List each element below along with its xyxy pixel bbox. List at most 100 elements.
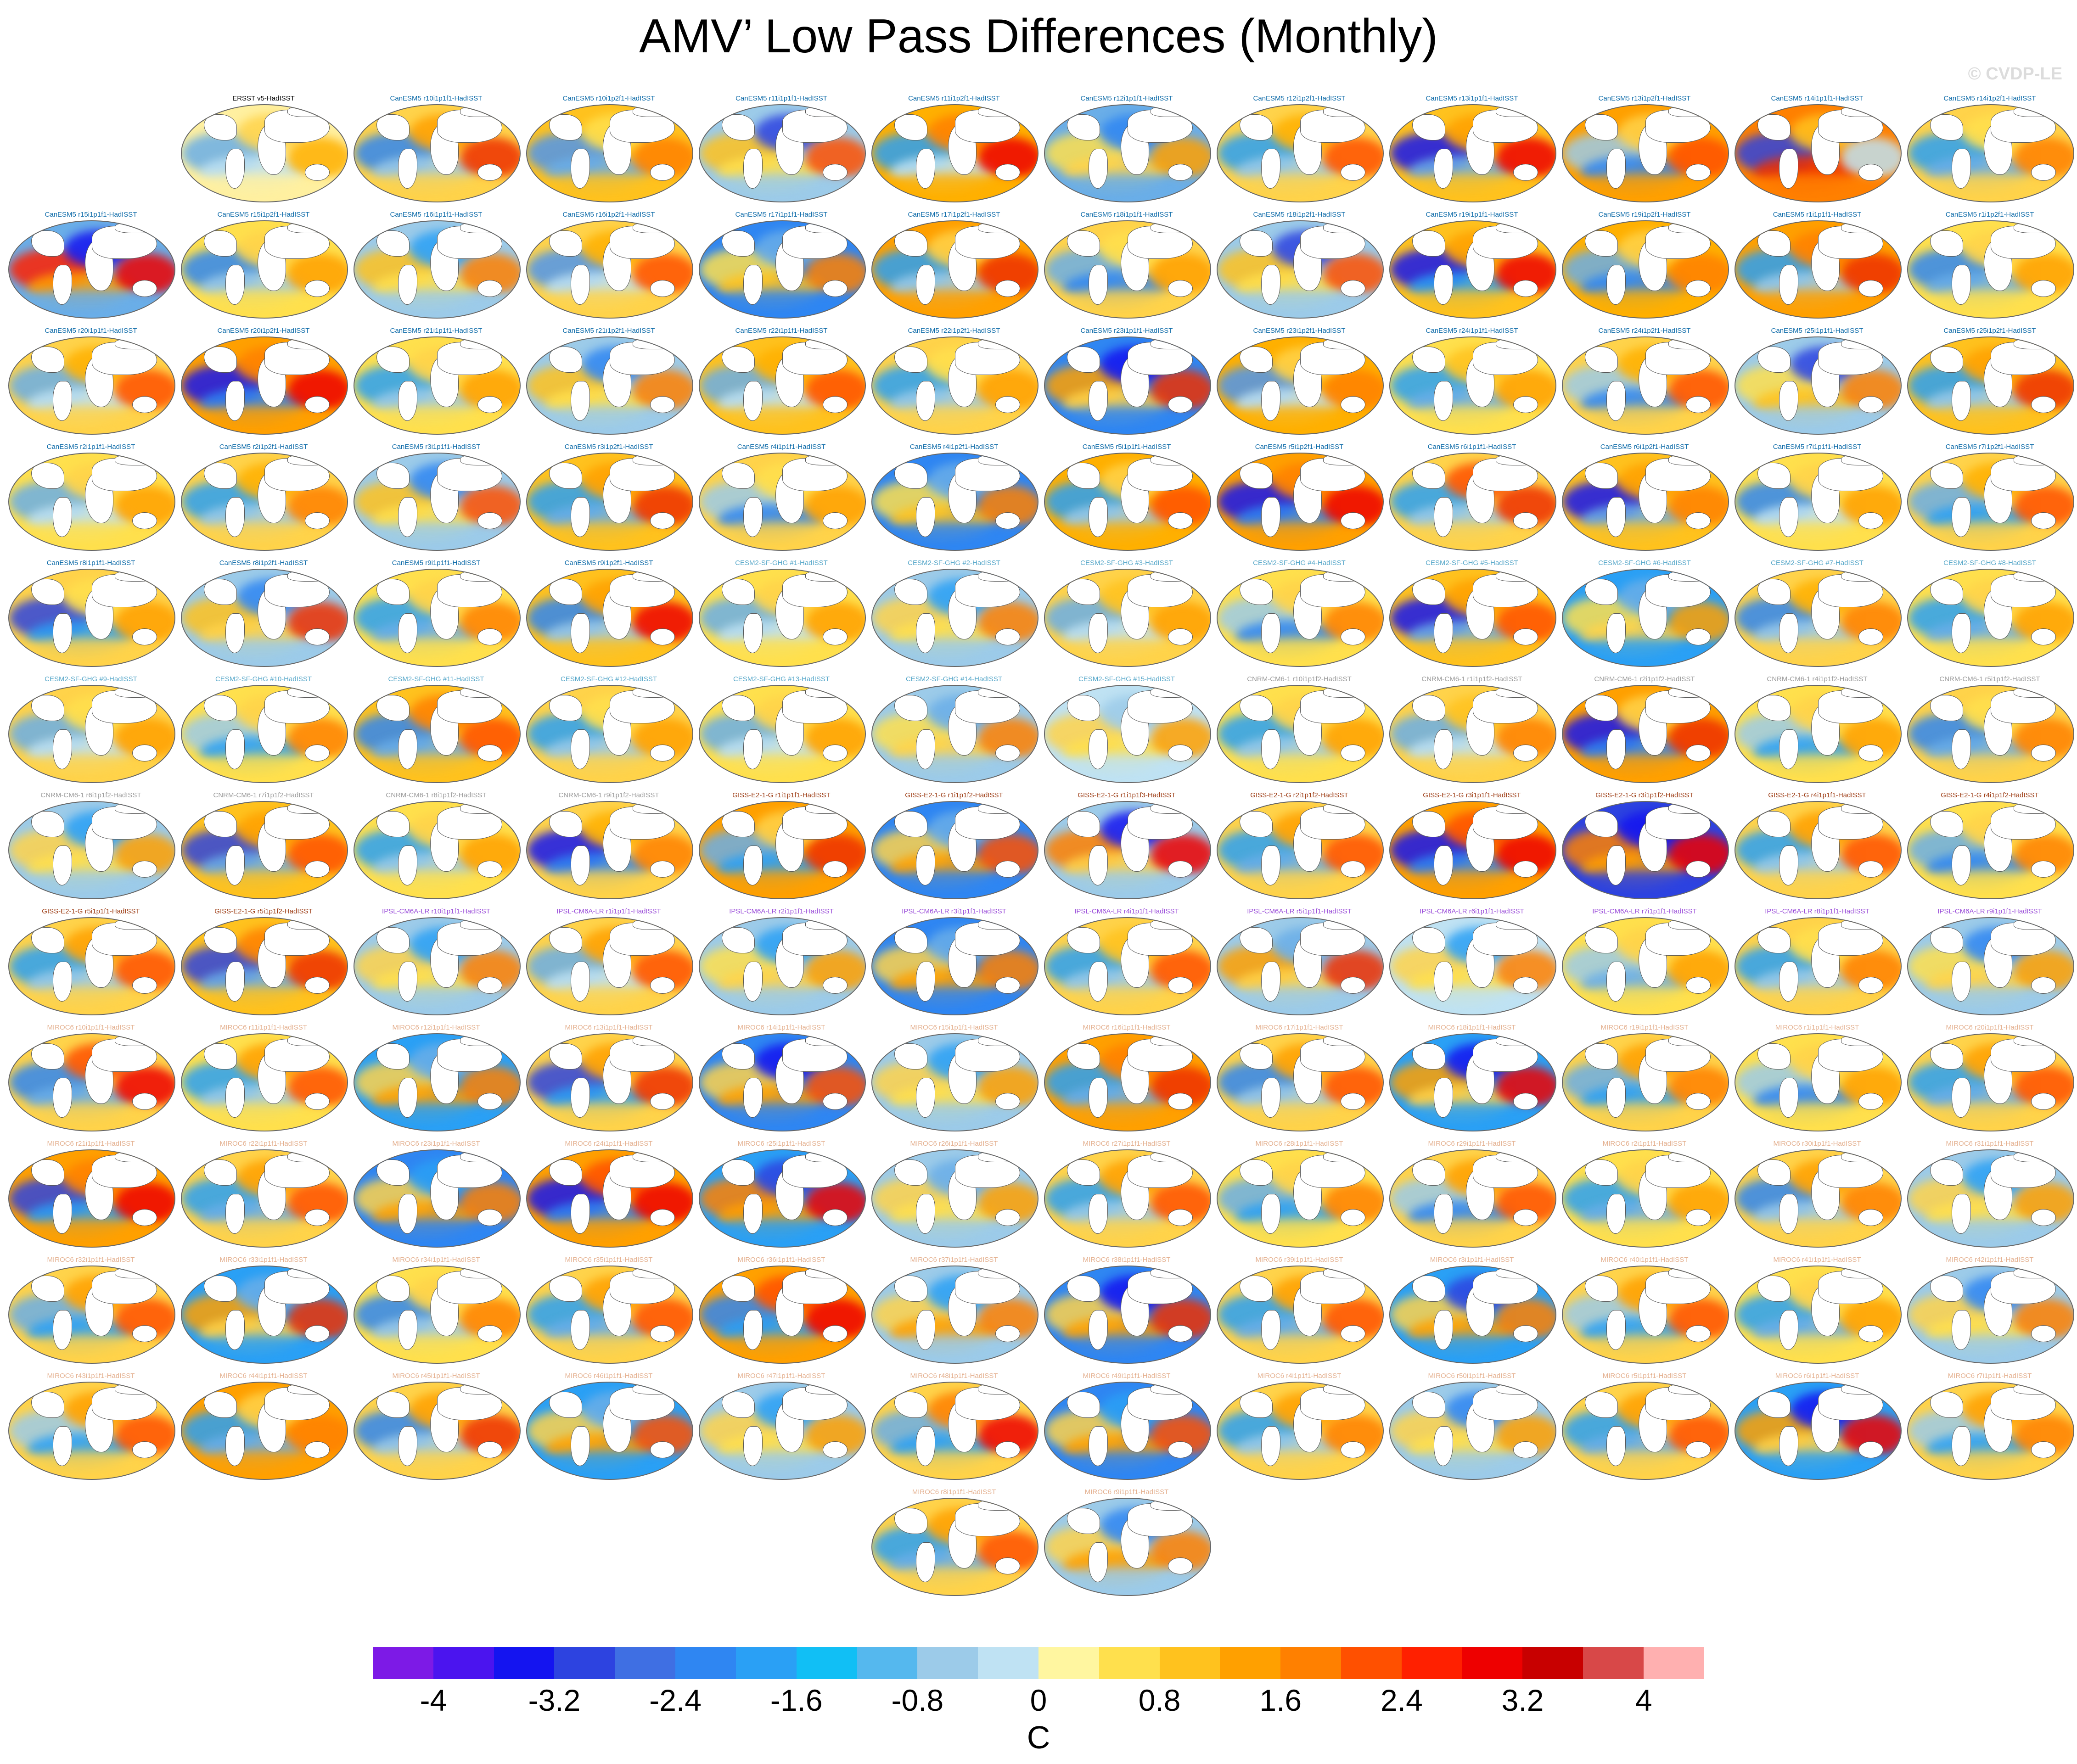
- land-mass: [2014, 106, 2056, 117]
- land-mass: [2014, 1267, 2056, 1278]
- land-mass: [1261, 497, 1280, 537]
- map-panel: CanESM5 r5i1p1f1-HadISST: [1041, 442, 1212, 557]
- world-map: [526, 104, 693, 202]
- world-map: [1735, 1382, 1902, 1480]
- land-mass: [305, 861, 330, 878]
- land-mass: [1341, 280, 1365, 297]
- land-mass: [1341, 861, 1365, 878]
- map-panel: CanESM5 r2i1p1f1-HadISST: [6, 442, 176, 557]
- land-mass: [743, 613, 763, 653]
- land-mass: [2031, 396, 2056, 413]
- panel-label: CESM2-SF-GHG #10-HadISST: [215, 675, 312, 683]
- map-panel: CanESM5 r12i1p2f1-HadISST: [1214, 94, 1385, 209]
- panel-label: MIROC6 r8i1p1f1-HadISST: [912, 1488, 996, 1496]
- panel-label: GISS-E2-1-G r3i1p1f1-HadISST: [1423, 791, 1521, 799]
- world-map: [181, 569, 348, 667]
- land-mass: [650, 512, 675, 529]
- land-mass: [1323, 1151, 1365, 1162]
- panel-label: IPSL-CM6A-LR r4i1p1f1-HadISST: [1074, 907, 1179, 915]
- world-map: [1735, 1149, 1902, 1248]
- land-mass: [978, 803, 1020, 814]
- colorbar-segment: [1341, 1647, 1402, 1679]
- land-mass: [53, 1194, 72, 1234]
- panel-label: MIROC6 r25i1p1f1-HadISST: [737, 1140, 825, 1148]
- land-mass: [132, 512, 157, 529]
- panel-label: CESM2-SF-GHG #14-HadISST: [905, 675, 1003, 683]
- land-mass: [305, 1441, 330, 1458]
- world-map: [699, 104, 866, 202]
- land-mass: [1841, 803, 1883, 814]
- land-mass: [1261, 1426, 1280, 1466]
- map-panel: CanESM5 r18i1p2f1-HadISST: [1214, 210, 1385, 325]
- panel-label: CanESM5 r11i1p1f1-HadISST: [735, 95, 827, 102]
- land-mass: [1496, 1383, 1538, 1394]
- world-map: [1044, 685, 1211, 783]
- land-mass: [305, 512, 330, 529]
- panel-label: CanESM5 r17i1p2f1-HadISST: [908, 211, 1000, 218]
- land-mass: [1151, 222, 1193, 233]
- map-panel: IPSL-CM6A-LR r3i1p1f1-HadISST: [869, 907, 1039, 1022]
- map-panel: CESM2-SF-GHG #9-HadISST: [6, 675, 176, 790]
- map-panel: MIROC6 r4i1p1f1-HadISST: [1214, 1372, 1385, 1486]
- land-mass: [1686, 745, 1711, 762]
- land-mass: [823, 1209, 848, 1226]
- panel-label: MIROC6 r19i1p1f1-HadISST: [1600, 1024, 1689, 1031]
- land-mass: [1168, 977, 1193, 994]
- land-mass: [31, 1043, 64, 1070]
- map-panel: CanESM5 r19i1p1f1-HadISST: [1387, 210, 1557, 325]
- land-mass: [1434, 846, 1453, 885]
- panel-label: MIROC6 r23i1p1f1-HadISST: [392, 1140, 480, 1148]
- world-map: [354, 336, 521, 435]
- land-mass: [1779, 381, 1798, 421]
- panel-label: MIROC6 r34i1p1f1-HadISST: [392, 1256, 480, 1264]
- panel-label: CanESM5 r25i1p2f1-HadISST: [1943, 327, 2036, 335]
- panel-label: IPSL-CM6A-LR r5i1p1f1-HadISST: [1247, 907, 1352, 915]
- panel-label: MIROC6 r3i1p1f1-HadISST: [1430, 1256, 1514, 1264]
- land-mass: [823, 977, 848, 994]
- land-mass: [1668, 1151, 1711, 1162]
- land-mass: [1606, 1426, 1626, 1466]
- panel-label: CESM2-SF-GHG #11-HadISST: [388, 675, 484, 683]
- land-mass: [916, 1426, 935, 1466]
- land-mass: [460, 687, 502, 698]
- panel-label: MIROC6 r4i1p1f1-HadISST: [1257, 1372, 1342, 1380]
- panel-label: MIROC6 r7i1p1f1-HadISST: [1948, 1372, 2032, 1380]
- land-mass: [115, 1267, 157, 1278]
- map-panel: CanESM5 r24i1p2f1-HadISST: [1559, 326, 1730, 441]
- world-map: [699, 569, 866, 667]
- map-panel: MIROC6 r49i1p1f1-HadISST: [1041, 1372, 1212, 1486]
- land-mass: [1841, 222, 1883, 233]
- panel-label: MIROC6 r11i1p1f1-HadISST: [220, 1024, 307, 1031]
- land-mass: [650, 628, 675, 645]
- world-map: [1389, 220, 1556, 319]
- land-mass: [1668, 919, 1711, 930]
- panel-label: MIROC6 r36i1p1f1-HadISST: [737, 1256, 825, 1264]
- map-panel: CanESM5 r16i1p2f1-HadISST: [523, 210, 694, 325]
- land-mass: [1341, 396, 1365, 413]
- land-mass: [305, 745, 330, 762]
- land-mass: [1513, 1325, 1538, 1342]
- panel-label: CanESM5 r21i1p2f1-HadISST: [562, 327, 655, 335]
- world-map: [1907, 1382, 2074, 1480]
- land-mass: [805, 454, 848, 465]
- land-mass: [650, 1441, 675, 1458]
- land-mass: [477, 745, 502, 762]
- colorbar: -4 -3.2 -2.4 -1.6 -0.8 0 0.8 1.6 2.4 3.2 4: [373, 1647, 1704, 1720]
- panel-label: GISS-E2-1-G r5i1p1f1-HadISST: [42, 907, 140, 915]
- land-mass: [823, 512, 848, 529]
- land-mass: [115, 454, 157, 465]
- land-mass: [823, 628, 848, 645]
- land-mass: [1496, 1151, 1538, 1162]
- map-panel: CanESM5 r5i1p2f1-HadISST: [1214, 442, 1385, 557]
- map-panel: CanESM5 r22i1p1f1-HadISST: [696, 326, 867, 441]
- colorbar-segment: [978, 1647, 1038, 1679]
- map-panel: MIROC6 r23i1p1f1-HadISST: [351, 1139, 522, 1254]
- world-map: [1217, 1033, 1384, 1131]
- land-mass: [995, 280, 1020, 297]
- land-mass: [571, 729, 590, 769]
- map-panel: MIROC6 r15i1p1f1-HadISST: [869, 1023, 1039, 1138]
- land-mass: [225, 1078, 245, 1118]
- world-map: [1907, 569, 2074, 667]
- land-mass: [1668, 571, 1711, 582]
- land-mass: [132, 861, 157, 878]
